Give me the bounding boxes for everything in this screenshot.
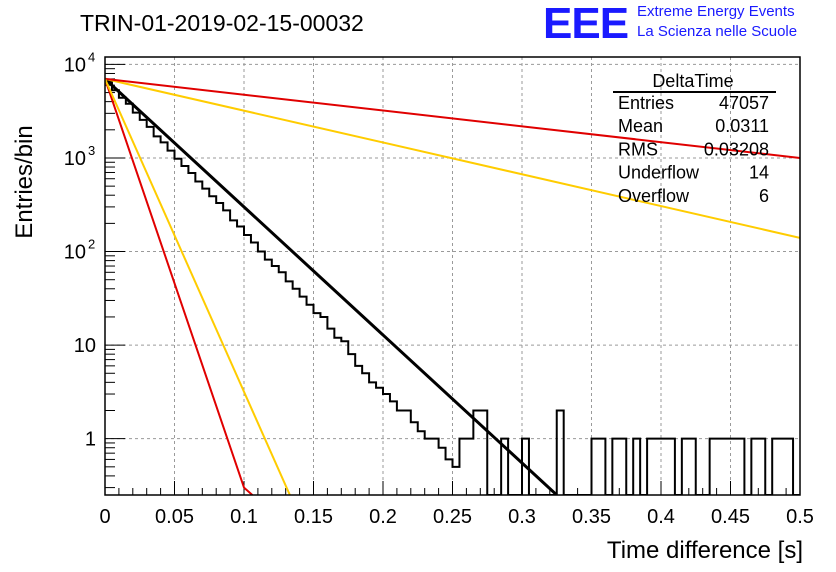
stats-row-label: RMS — [618, 139, 658, 159]
x-axis-label: Time difference [s] — [607, 537, 803, 564]
x-tick-label: 0.35 — [572, 506, 611, 528]
stats-row-label: Overflow — [618, 186, 690, 206]
fit-curve — [105, 78, 291, 495]
fit-curve — [105, 78, 254, 495]
x-tick-label: 0.25 — [433, 506, 472, 528]
x-tick-label: 0.3 — [508, 506, 536, 528]
fit-curve — [105, 77, 800, 159]
y-tick-label: 10 — [64, 242, 86, 264]
stats-row-label: Underflow — [618, 163, 700, 183]
stats-row-label: Entries — [618, 93, 674, 113]
y-tick-exponent: 4 — [88, 49, 95, 64]
x-tick-label: 0.1 — [230, 506, 258, 528]
x-tick-label: 0.45 — [711, 506, 750, 528]
histogram-outline — [105, 80, 800, 495]
x-tick-label: 0.2 — [369, 506, 397, 528]
logo-line-2: La Scienza nelle Scuole — [637, 23, 798, 40]
x-tick-label: 0.15 — [294, 506, 333, 528]
stats-row-value: 0.03208 — [704, 139, 769, 159]
stats-title: DeltaTime — [652, 71, 733, 91]
x-tick-label: 0 — [99, 506, 110, 528]
eee-logo: EEE — [543, 0, 629, 48]
y-tick-label: 10 — [64, 148, 86, 170]
x-tick-label: 0.5 — [786, 506, 814, 528]
stats-row-value: 6 — [759, 186, 769, 206]
x-tick-label: 0.05 — [155, 506, 194, 528]
y-tick-label: 1 — [85, 429, 96, 451]
logo-line-1: Extreme Energy Events — [637, 3, 795, 20]
y-tick-exponent: 2 — [88, 237, 95, 252]
stats-row-value: 0.0311 — [715, 116, 769, 136]
y-tick-label: 10 — [64, 54, 86, 76]
stats-row-value: 14 — [749, 163, 769, 183]
plot-area: 0 0.05 0.1 0.15 0.2 0.25 0.3 0.35 0.4 0.45 0.5 1 10 1… — [64, 49, 814, 528]
y-axis-label: Entries/bin — [11, 125, 38, 238]
fit-curve — [105, 77, 800, 239]
plot-frame — [104, 56, 801, 496]
fit-curve — [105, 77, 558, 495]
x-tick-label: 0.4 — [647, 506, 675, 528]
stats-row-label: Mean — [618, 116, 663, 136]
stats-row-value: 47057 — [719, 93, 769, 113]
y-tick-exponent: 3 — [88, 143, 95, 158]
chart-title: TRIN-01-2019-02-15-00032 — [80, 10, 364, 36]
y-tick-label: 10 — [74, 335, 96, 357]
